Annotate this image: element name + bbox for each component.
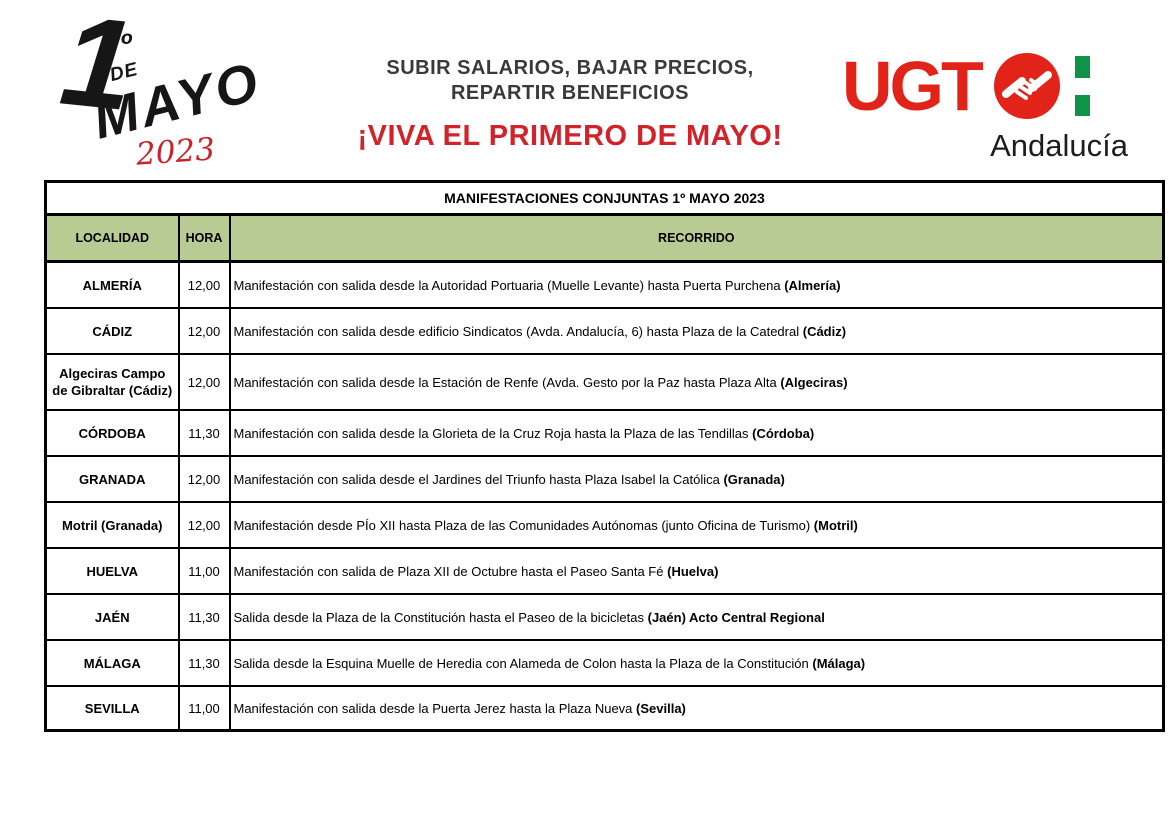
route-text: Manifestación con salida desde edificio … bbox=[233, 323, 800, 339]
flag-white-middle bbox=[1074, 77, 1090, 95]
time-cell: 12,00 bbox=[177, 307, 231, 355]
col-header-hora: HORA bbox=[177, 213, 231, 263]
time-cell: 12,00 bbox=[177, 455, 231, 503]
route-text: Salida desde la Esquina Muelle de Heredi… bbox=[233, 655, 809, 671]
mayo-logo-year: 2023 bbox=[134, 131, 217, 173]
route-bold-text: (Almería) bbox=[784, 277, 841, 293]
route-cell: Manifestación con salida desde edificio … bbox=[228, 307, 1165, 355]
ugt-andalucia-logo: UGT Andalucía bbox=[842, 48, 1132, 168]
flag-green-bottom bbox=[1074, 94, 1090, 116]
route-text: Manifestación con salida desde la Puerta… bbox=[233, 700, 633, 716]
route-text: Manifestación desde PÍo XII hasta Plaza … bbox=[233, 517, 811, 533]
route-cell: Salida desde la Esquina Muelle de Heredi… bbox=[228, 639, 1165, 687]
time-cell: 11,30 bbox=[177, 409, 231, 457]
table-header-row: LOCALIDAD HORA RECORRIDO bbox=[44, 213, 1165, 263]
route-cell: Manifestación con salida desde el Jardin… bbox=[228, 455, 1165, 503]
mayo-logo-ordinal: º bbox=[120, 28, 131, 61]
route-text: Manifestación con salida desde la Estaci… bbox=[233, 374, 777, 390]
time-cell: 12,00 bbox=[177, 353, 231, 411]
time-cell: 12,00 bbox=[177, 501, 231, 549]
locality-cell: Motril (Granada) bbox=[44, 501, 180, 549]
route-cell: Manifestación desde PÍo XII hasta Plaza … bbox=[228, 501, 1165, 549]
slogan-line-2: REPARTIR BENEFICIOS bbox=[450, 82, 690, 104]
route-bold-text: (Jaén) Acto Central Regional bbox=[647, 609, 825, 625]
route-cell: Salida desde la Plaza de la Constitución… bbox=[228, 593, 1165, 641]
table-title: MANIFESTACIONES CONJUNTAS 1º MAYO 2023 bbox=[44, 180, 1165, 216]
route-cell: Manifestación con salida desde la Glorie… bbox=[228, 409, 1165, 457]
ugt-region-label: Andalucía bbox=[990, 128, 1128, 163]
ugt-logo-row: UGT bbox=[842, 48, 1132, 124]
time-cell: 11,00 bbox=[177, 685, 231, 732]
time-cell: 11,30 bbox=[177, 639, 231, 687]
route-text: Manifestación con salida desde la Glorie… bbox=[233, 425, 749, 441]
route-cell: Manifestación con salida de Plaza XII de… bbox=[228, 547, 1165, 595]
handshake-icon bbox=[993, 53, 1060, 119]
route-text: Manifestación con salida desde el Jardin… bbox=[233, 471, 720, 487]
route-bold-text: (Sevilla) bbox=[636, 700, 686, 716]
route-bold-text: (Cádiz) bbox=[802, 323, 847, 339]
route-bold-text: (Huelva) bbox=[667, 563, 719, 579]
slogan-line-1: SUBIR SALARIOS, BAJAR PRECIOS, bbox=[386, 57, 754, 79]
route-cell: Manifestación con salida desde la Puerta… bbox=[228, 685, 1165, 732]
table-row-almeria: ALMERÍA 12,00 Manifestación con salida d… bbox=[44, 260, 1165, 309]
table-title-row: MANIFESTACIONES CONJUNTAS 1º MAYO 2023 bbox=[44, 180, 1165, 216]
table-row-sevilla: SEVILLA 11,00 Manifestación con salida d… bbox=[44, 685, 1165, 732]
table-row-algeciras: Algeciras Campo de Gibraltar (Cádiz) 12,… bbox=[44, 353, 1165, 411]
table-row-cadiz: CÁDIZ 12,00 Manifestación con salida des… bbox=[44, 307, 1165, 355]
table-row-granada: GRANADA 12,00 Manifestación con salida d… bbox=[44, 455, 1165, 503]
locality-cell: Algeciras Campo de Gibraltar (Cádiz) bbox=[44, 353, 180, 411]
locality-cell: HUELVA bbox=[44, 547, 180, 595]
locality-cell: ALMERÍA bbox=[44, 260, 180, 309]
time-cell: 12,00 bbox=[177, 260, 231, 309]
table-row-malaga: MÁLAGA 11,30 Salida desde la Esquina Mue… bbox=[44, 639, 1165, 687]
table-row-cordoba: CÓRDOBA 11,30 Manifestación con salida d… bbox=[44, 409, 1165, 457]
route-bold-text: (Málaga) bbox=[812, 655, 866, 671]
route-text: Manifestación con salida de Plaza XII de… bbox=[233, 563, 664, 579]
locality-cell: SEVILLA bbox=[44, 685, 180, 732]
locality-cell: MÁLAGA bbox=[44, 639, 180, 687]
route-bold-text: (Córdoba) bbox=[752, 425, 815, 441]
route-bold-text: (Motril) bbox=[813, 517, 858, 533]
route-cell: Manifestación con salida desde la Autori… bbox=[228, 260, 1165, 309]
route-cell: Manifestación con salida desde la Estaci… bbox=[228, 353, 1165, 411]
locality-cell: GRANADA bbox=[44, 455, 180, 503]
route-bold-text: (Granada) bbox=[723, 471, 785, 487]
locality-cell: CÓRDOBA bbox=[44, 409, 180, 457]
andalucia-flag-icon bbox=[1074, 56, 1090, 116]
ugt-wordmark: UGT bbox=[842, 47, 984, 125]
time-cell: 11,30 bbox=[177, 593, 231, 641]
time-cell: 11,00 bbox=[177, 547, 231, 595]
route-text: Manifestación con salida desde la Autori… bbox=[233, 277, 781, 293]
route-bold-text: (Algeciras) bbox=[780, 374, 848, 390]
table-row-huelva: HUELVA 11,00 Manifestación con salida de… bbox=[44, 547, 1165, 595]
table-row-motril: Motril (Granada) 12,00 Manifestación des… bbox=[44, 501, 1165, 549]
flag-green-top bbox=[1074, 56, 1090, 78]
route-text: Salida desde la Plaza de la Constitución… bbox=[233, 609, 644, 625]
col-header-recorrido: RECORRIDO bbox=[228, 213, 1165, 263]
col-header-localidad: LOCALIDAD bbox=[44, 213, 180, 263]
mayo-2023-logo: 1 º DE MAYO 2023 bbox=[55, 0, 268, 177]
table-row-jaen: JAÉN 11,30 Salida desde la Plaza de la C… bbox=[44, 593, 1165, 641]
locality-cell: CÁDIZ bbox=[44, 307, 180, 355]
locality-cell: JAÉN bbox=[44, 593, 180, 641]
viva-headline: ¡VIVA EL PRIMERO DE MAYO! bbox=[357, 120, 783, 152]
slogan-block: SUBIR SALARIOS, BAJAR PRECIOS, REPARTIR … bbox=[320, 56, 820, 153]
manifestaciones-table: MANIFESTACIONES CONJUNTAS 1º MAYO 2023 L… bbox=[44, 180, 1165, 732]
